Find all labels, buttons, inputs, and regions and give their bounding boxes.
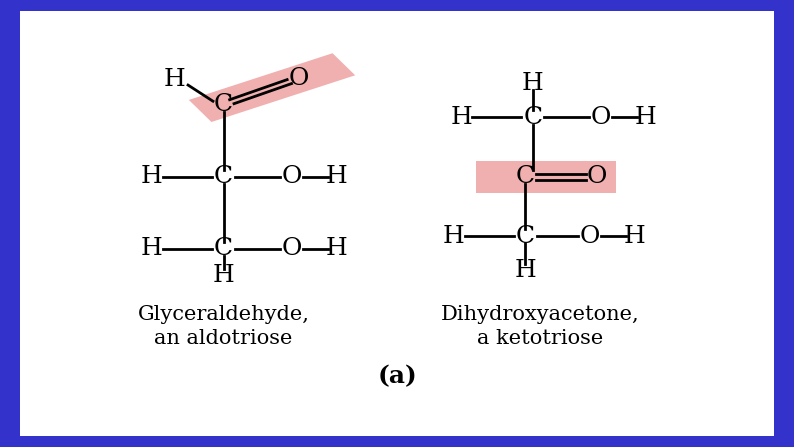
Text: a ketotriose: a ketotriose [477,329,603,348]
Text: O: O [281,237,302,261]
Text: O: O [579,225,599,248]
Text: H: H [326,237,348,261]
Text: H: H [326,165,348,188]
Text: H: H [141,237,163,261]
Text: O: O [281,165,302,188]
Text: Glyceraldehyde,: Glyceraldehyde, [137,305,310,325]
Text: C: C [214,93,233,116]
Text: H: H [624,225,646,248]
Text: O: O [591,106,611,129]
Text: an aldotriose: an aldotriose [154,329,293,348]
Text: H: H [515,259,536,282]
Text: C: C [523,106,542,129]
Text: C: C [214,165,233,188]
Text: H: H [141,165,163,188]
Bar [476,160,616,193]
Text: O: O [289,67,309,90]
Text: O: O [587,165,607,188]
Polygon shape [189,53,355,122]
Text: C: C [214,237,233,261]
Text: (a): (a) [377,364,417,388]
Text: H: H [450,106,472,129]
Text: H: H [635,106,657,129]
Text: H: H [443,225,464,248]
Text: C: C [515,165,535,188]
Text: H: H [522,72,544,95]
Text: Dihydroxyacetone,: Dihydroxyacetone, [441,305,640,325]
Text: H: H [213,264,234,287]
Text: H: H [164,68,185,92]
Text: C: C [515,225,535,248]
